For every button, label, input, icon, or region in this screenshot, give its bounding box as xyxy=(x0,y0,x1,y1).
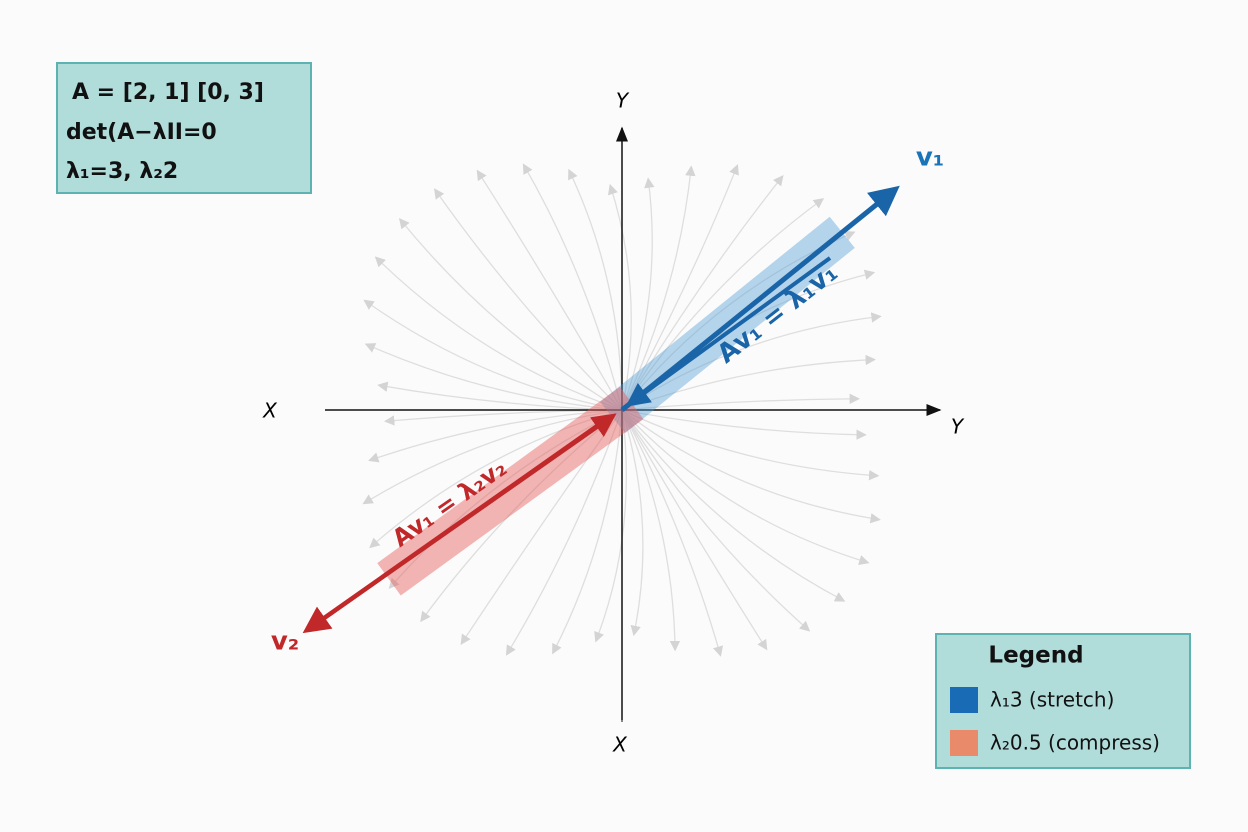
flow-line xyxy=(621,177,655,411)
flow-line xyxy=(505,409,623,656)
v1-arrow xyxy=(620,185,900,412)
flow-line xyxy=(377,381,623,411)
info-box xyxy=(56,62,312,194)
flow-line xyxy=(460,409,623,646)
axis-label: Y xyxy=(951,415,965,439)
flow-line xyxy=(552,409,623,655)
flow-line xyxy=(398,218,623,411)
v1-label: v₁ xyxy=(916,143,944,173)
axis-label: X xyxy=(262,399,278,423)
flow-field xyxy=(362,163,882,657)
av2-arrow xyxy=(328,413,617,616)
flow-line xyxy=(369,409,623,549)
flow-line xyxy=(363,299,623,411)
v2-band xyxy=(377,386,644,596)
flow-line xyxy=(368,409,623,463)
flow-line xyxy=(621,409,880,481)
flow-line xyxy=(621,164,739,411)
flow-line xyxy=(434,188,623,411)
eigenvalues: λ₁=3, λ₂2 xyxy=(66,159,178,184)
legend-swatch xyxy=(950,687,978,713)
flow-line xyxy=(621,409,867,440)
flow-line xyxy=(621,165,696,411)
flow-line xyxy=(621,409,724,657)
matrix: A = [2, 1] [0, 3] xyxy=(72,80,264,105)
flow-line xyxy=(621,409,681,652)
flow-line xyxy=(621,393,860,411)
equation: det(A−λII=0 xyxy=(66,120,217,145)
flow-line xyxy=(364,343,623,411)
flow-line xyxy=(621,409,846,602)
flow-line xyxy=(594,409,627,643)
v2-label: v₂ xyxy=(271,627,299,657)
legend-swatch xyxy=(950,730,978,756)
flow-line xyxy=(388,409,623,589)
flow-line xyxy=(621,409,644,637)
flow-line xyxy=(568,168,623,411)
flow-line xyxy=(607,183,632,411)
flow-line xyxy=(621,198,825,411)
flow-line xyxy=(374,256,623,411)
flow-line xyxy=(476,169,623,411)
flow-line xyxy=(621,409,768,651)
legend-box xyxy=(935,633,1191,769)
av1-arrow xyxy=(625,256,832,407)
flow-line xyxy=(621,175,784,411)
flow-line xyxy=(621,409,881,524)
flow-line xyxy=(621,409,811,632)
legend-item: λ₁3 (stretch) xyxy=(990,688,1114,712)
flow-line xyxy=(621,354,876,411)
legend-item: λ₂0.5 (compress) xyxy=(990,731,1160,755)
flow-line xyxy=(621,409,870,566)
legend-title: Legend xyxy=(988,643,1083,669)
flow-line xyxy=(522,163,623,411)
flow-line xyxy=(362,409,623,505)
axis-label: X xyxy=(612,733,628,757)
axis-label: Y xyxy=(616,89,630,113)
